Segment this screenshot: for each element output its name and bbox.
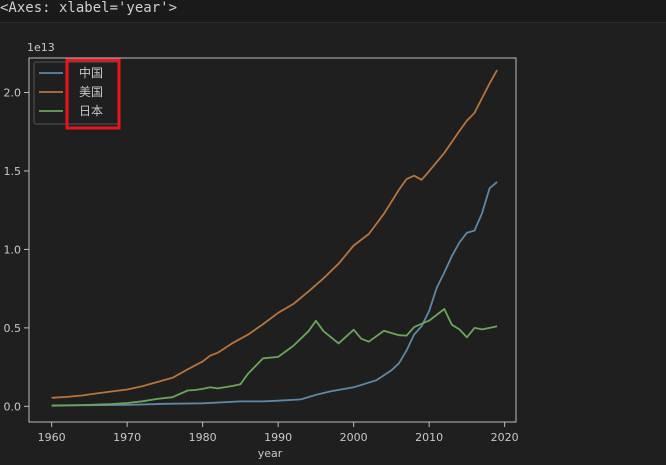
axis-ticks: 1960 1970 1980 1990 2000 2010 2020 0.0 0.5 1.0 1.5…: [4, 87, 519, 444]
y-offset-label: 1e13: [27, 41, 55, 54]
notebook-output-bar: <Axes: xlabel='year'>: [0, 0, 666, 23]
series-line: [51, 181, 498, 407]
y-tick-label: 1.0: [4, 243, 22, 256]
x-tick-label: 1980: [189, 431, 217, 444]
x-tick-label: 1990: [264, 431, 292, 444]
axes-repr-text: <Axes: xlabel='year'>: [0, 0, 178, 16]
x-tick-label: 2020: [491, 431, 519, 444]
legend-label: 美国: [79, 85, 103, 99]
x-tick-label: 2010: [415, 431, 443, 444]
series-line: [51, 308, 498, 407]
y-tick-label: 1.5: [4, 165, 22, 178]
legend-frame: [33, 61, 121, 125]
x-tick-label: 2000: [340, 431, 368, 444]
plot-frame: [28, 57, 517, 423]
y-tick-label: 0.0: [4, 400, 22, 413]
x-axis-label: year: [258, 447, 283, 460]
legend-label: 日本: [79, 104, 103, 118]
series-lines: [51, 69, 498, 407]
y-tick-label: 2.0: [4, 87, 22, 100]
legend-label: 中国: [79, 65, 103, 80]
legend-highlight-box: [65, 58, 121, 130]
x-tick-label: 1960: [38, 431, 66, 444]
y-tick-label: 0.5: [4, 322, 22, 335]
series-line: [51, 69, 498, 399]
x-tick-label: 1970: [113, 431, 141, 444]
